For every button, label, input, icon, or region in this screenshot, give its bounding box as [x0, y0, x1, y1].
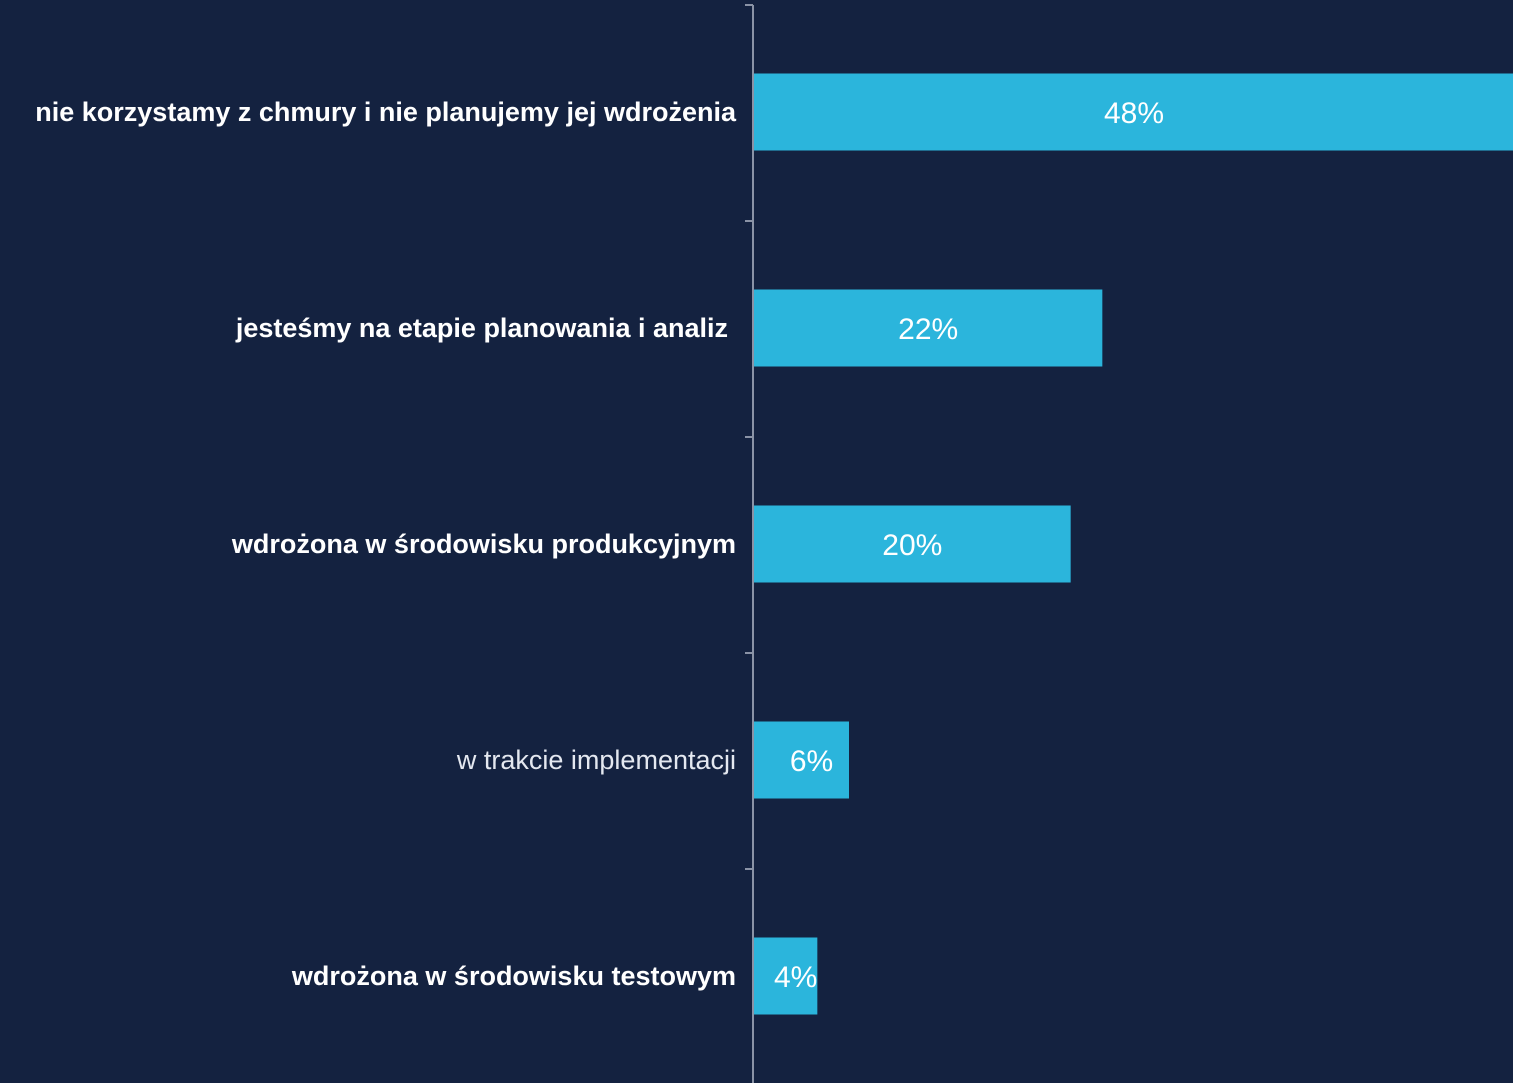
category-label: wdrożona w środowisku produkcyjnym	[231, 529, 736, 559]
data-label: 20%	[882, 529, 942, 562]
bar	[754, 289, 1103, 367]
category-label: w trakcie implementacji	[456, 745, 736, 775]
bar	[754, 73, 1513, 151]
bar	[754, 505, 1071, 583]
data-label: 4%	[774, 961, 817, 994]
data-label: 6%	[790, 745, 833, 778]
category-label: jesteśmy na etapie planowania i analiz	[235, 313, 728, 343]
data-label: 22%	[898, 313, 958, 346]
bar	[754, 937, 818, 1015]
category-label: wdrożona w środowisku testowym	[291, 961, 736, 991]
data-label: 48%	[1104, 97, 1164, 130]
category-label: nie korzystamy z chmury i nie planujemy …	[35, 97, 737, 127]
bar	[754, 721, 849, 799]
